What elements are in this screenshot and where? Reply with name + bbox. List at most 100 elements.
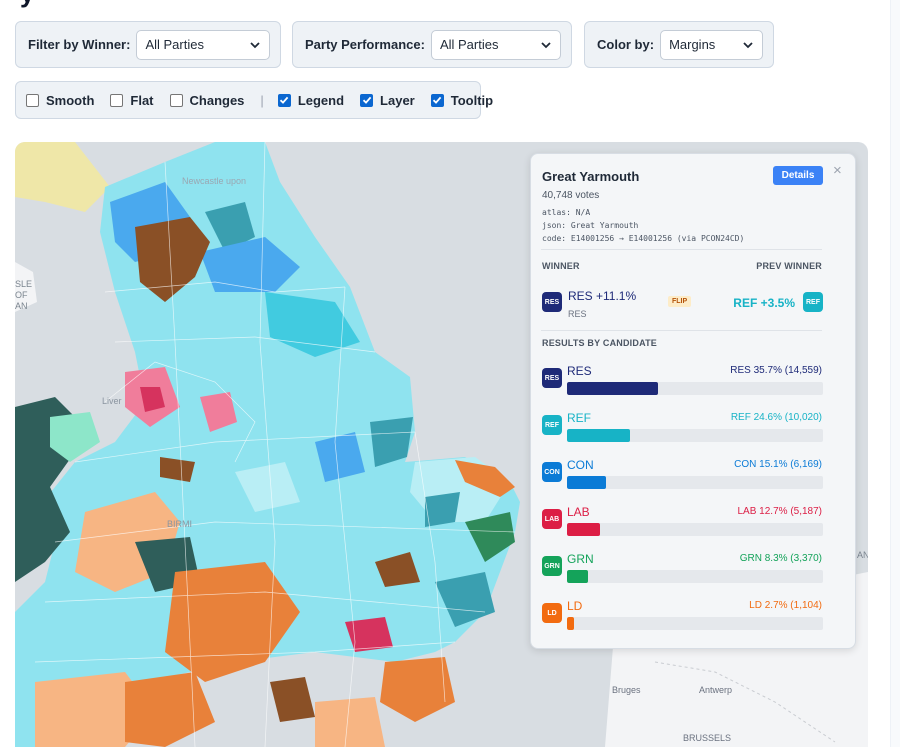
smooth-checkbox[interactable] [26,93,39,107]
candidate-badge: GRN [542,556,562,576]
label-isle-3: AN [15,301,28,311]
performance-control: Party Performance: All Parties [292,21,572,68]
close-icon[interactable]: × [833,162,842,179]
option-layer[interactable]: Layer [360,93,415,108]
prev-winner-margin: REF +3.5% [733,296,795,310]
region-kent-teal[interactable] [435,572,495,627]
candidate-bar [567,429,630,442]
option-smooth[interactable]: Smooth [26,93,94,108]
region-cheshire-brown[interactable] [160,457,195,482]
flat-checkbox[interactable] [110,93,124,107]
prev-winner-heading: PREV WINNER [756,261,822,271]
label-birmingham: BIRMI [167,519,192,529]
check-icon [362,96,371,104]
region-norfolk-orange[interactable] [455,460,515,497]
winner-sub: RES [568,309,587,319]
layer-checkbox[interactable] [360,93,374,107]
region-essex-teal[interactable] [425,492,460,527]
code-line: code: E14001256 → E14001256 (via PCON24C… [542,234,745,243]
performance-label: Party Performance: [305,37,425,52]
legend-label: Legend [297,92,345,108]
divider [541,330,822,331]
region-southwest-orange[interactable] [125,672,215,747]
candidate-bar [567,476,606,489]
flat-label: Flat [130,92,154,108]
region-north-teal[interactable] [205,202,255,252]
option-changes[interactable]: Changes [169,92,245,108]
region-merseyside-crimson[interactable] [140,387,165,412]
color-by-value: Margins [669,37,716,52]
candidate-bar-track [567,570,823,583]
label-isle-1: SLE [15,279,32,289]
region-kent-orange[interactable] [380,657,455,722]
scotland-region [15,142,110,212]
candidate-bar [567,617,574,630]
candidate-badge: REF [542,415,562,435]
region-northeast-blue[interactable] [200,237,300,292]
label-edge-an: AN [857,550,868,560]
option-flat[interactable]: Flat [110,92,154,108]
tooltip-checkbox[interactable] [430,93,444,107]
performance-select[interactable]: All Parties [430,29,561,60]
color-by-select[interactable]: Margins [660,29,763,60]
region-east-blue[interactable] [315,432,365,482]
option-tooltip[interactable]: Tooltip [430,92,494,108]
atlas-line: atlas: N/A [542,208,591,217]
candidate-result: GRN 8.3% (3,370) [739,553,822,564]
region-manchester-pink[interactable] [200,392,237,432]
continent-border [654,661,836,743]
map-canvas[interactable]: Newcastle upon Liver BIRMI SLE OF AN AN … [15,142,868,747]
label-liverpool: Liver [102,396,122,406]
candidate-bar [567,382,659,395]
options-separator: | [260,92,264,108]
label-brussels: BRUSSELS [683,733,731,743]
tooltip-label: Tooltip [450,92,494,108]
winner-filter-select[interactable]: All Parties [136,29,270,60]
region-suffolk-green[interactable] [465,512,515,562]
candidate-bar-track [567,429,823,442]
divider [541,249,822,250]
winner-margin: RES +11.1% [568,289,637,303]
option-legend[interactable]: Legend [277,92,345,108]
check-icon [433,96,442,104]
region-south-coast-peach[interactable] [315,697,385,747]
candidate-code: LAB [567,505,590,519]
candidate-result: REF 24.6% (10,020) [730,412,822,423]
region-central-pale[interactable] [235,462,300,512]
changes-label: Changes [189,92,245,108]
display-options: Smooth Flat Changes | Legend Layer Toolt… [15,81,493,119]
color-by-control: Color by: Margins [584,21,774,68]
region-london-crimson[interactable] [345,617,393,652]
winner-heading: WINNER [542,261,580,271]
candidate-badge: LD [542,603,562,623]
region-yorkshire[interactable] [265,292,360,357]
label-newcastle: Newcastle upon [182,176,246,186]
chevron-down-icon [743,41,753,48]
prev-winner-badge: REF [803,292,823,312]
page-scrollbar[interactable] [890,0,900,747]
legend-checkbox[interactable] [277,93,291,107]
results-heading: RESULTS BY CANDIDATE [542,338,658,348]
changes-checkbox[interactable] [169,93,183,107]
candidate-bar [567,570,589,583]
region-lincs-teal[interactable] [370,417,413,467]
details-button[interactable]: Details [773,166,823,185]
flip-badge: FLIP [668,296,692,307]
candidate-bar-track [567,617,823,630]
winner-filter-control: Filter by Winner: All Parties [15,21,281,68]
region-brown-dales[interactable] [135,217,210,302]
candidate-code: CON [567,458,594,472]
candidate-bar-track [567,523,823,536]
ireland-edge [15,262,37,312]
page-title: y [20,0,34,9]
label-antwerp: Antwerp [699,685,732,695]
winner-filter-value: All Parties [145,37,204,52]
label-bruges: Bruges [612,685,641,695]
candidate-result: LAB 12.7% (5,187) [737,506,823,517]
region-mint[interactable] [50,412,100,462]
region-south-brown[interactable] [270,677,315,722]
region-midlands-brown[interactable] [375,552,420,587]
candidate-result: CON 15.1% (6,169) [734,459,822,470]
color-by-label: Color by: [597,37,655,52]
candidate-badge: RES [542,368,562,388]
